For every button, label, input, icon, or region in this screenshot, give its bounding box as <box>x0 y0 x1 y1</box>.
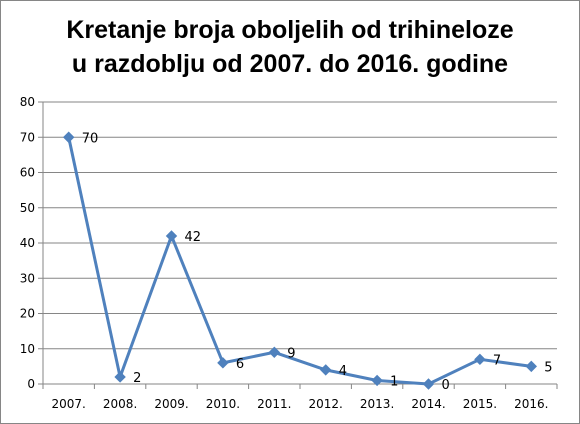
data-label: 5 <box>544 360 552 375</box>
data-label: 42 <box>185 230 202 245</box>
y-tick-label: 0 <box>27 377 35 391</box>
axes <box>38 101 558 389</box>
y-tick-labels: 0 10 20 30 40 50 60 70 80 <box>20 95 35 391</box>
x-tick-label: 2008. <box>103 397 137 411</box>
x-tick-label: 2011. <box>257 397 291 411</box>
x-tick-label: 2012. <box>309 397 343 411</box>
data-point <box>217 357 229 369</box>
series <box>67 136 532 386</box>
data-point <box>165 230 178 242</box>
chart-title-line-1: Kretanje broja oboljelih od trihineloze <box>66 16 514 44</box>
x-tick-label: 2014. <box>411 397 445 411</box>
data-point <box>114 371 126 383</box>
x-tick-label: 2010. <box>206 397 240 411</box>
x-tick-label: 2009. <box>154 397 188 411</box>
data-point <box>268 346 281 358</box>
data-label: 9 <box>287 346 295 361</box>
y-tick-label: 50 <box>20 201 35 215</box>
gridlines <box>43 101 557 350</box>
data-label: 4 <box>339 364 347 379</box>
x-tick-label: 2016. <box>514 397 548 411</box>
chart-title: Kretanje broja oboljelih od trihineloze … <box>1 13 579 81</box>
y-tick-label: 10 <box>20 342 35 356</box>
data-label: 1 <box>390 374 398 389</box>
data-label: 0 <box>442 378 450 393</box>
data-label: 70 <box>82 131 99 146</box>
data-label: 6 <box>236 357 244 372</box>
data-labels: 70 2 42 6 9 4 1 0 7 5 <box>82 131 553 393</box>
y-tick-label: 20 <box>20 307 35 321</box>
data-point <box>525 360 538 373</box>
data-point <box>371 374 383 387</box>
chart-title-line-2: u razdoblju od 2007. do 2016. godine <box>71 50 509 78</box>
x-tick-labels: 2007. 2008. 2009. 2010. 2011. 2012. 2013. 2014.… <box>52 397 549 411</box>
x-tick-label: 2007. <box>52 397 86 411</box>
y-tick-label: 30 <box>20 271 35 285</box>
data-point <box>422 378 435 390</box>
data-point <box>474 353 486 366</box>
data-label: 7 <box>493 353 501 368</box>
data-point <box>319 364 332 376</box>
markers <box>62 131 538 390</box>
data-point <box>62 131 75 143</box>
y-tick-label: 60 <box>20 166 35 180</box>
y-tick-label: 40 <box>20 236 35 250</box>
y-tick-label: 80 <box>20 95 35 109</box>
x-tick-label: 2015. <box>463 397 497 411</box>
y-tick-label: 70 <box>20 130 35 144</box>
x-tick-label: 2013. <box>360 397 394 411</box>
series-line <box>67 136 532 386</box>
data-label: 2 <box>133 371 141 386</box>
